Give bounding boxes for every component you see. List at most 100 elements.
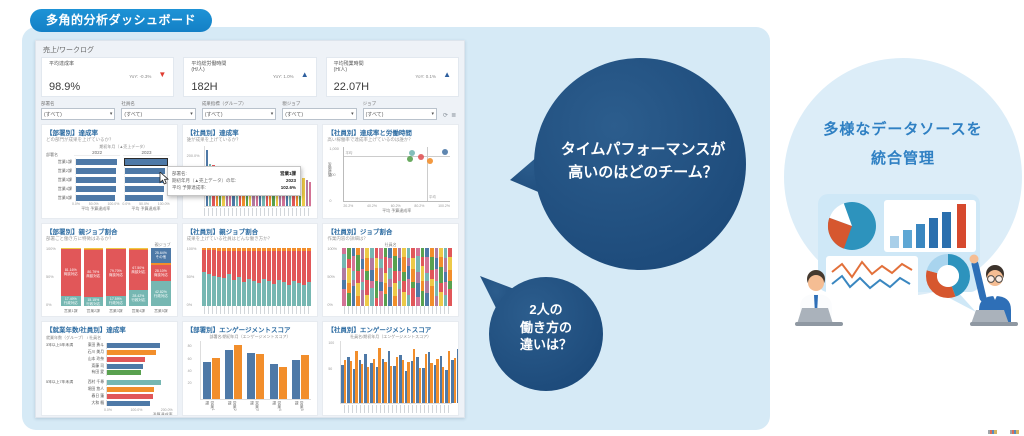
bar-segment: [206, 274, 211, 307]
bar-chart-icon: [884, 200, 976, 252]
bar-pair: [203, 341, 221, 399]
chart-parent-job-by-dept[interactable]: 【部署別】親ジョブ割合 部署ごと働き方に特徴はあるか？ 親ジョブ 100% 50% 0…: [41, 222, 178, 318]
category-labels: [344, 404, 452, 413]
bar-pair: [451, 341, 456, 403]
bar-segment: [302, 251, 307, 286]
stacked-bar: [411, 247, 416, 307]
menu-icon[interactable]: ≣: [451, 113, 457, 119]
question-bubble-large: タイムパフォーマンスが 高いのはどのチーム？: [545, 138, 741, 185]
stacked-bar: 17.49% 行政対応 81.16% 商談対応: [61, 247, 81, 307]
bar-segment: [397, 289, 402, 307]
job-dropdown[interactable]: (すべて) ▾: [362, 108, 438, 120]
bar-segment: [406, 279, 411, 296]
bar-segment: [420, 290, 425, 307]
bar-segment: [369, 247, 374, 259]
bar-pair: [364, 341, 370, 403]
segment-label: 28.42% 行政対応: [131, 293, 146, 302]
bar-segment: [379, 281, 383, 292]
decoration: [987, 275, 995, 283]
bar: [234, 344, 243, 399]
stacked-bar: [448, 247, 452, 307]
kpi-title: 平均達成率: [49, 61, 75, 67]
bar-segment: [425, 292, 429, 307]
decoration: [123, 184, 170, 193]
bar-segment: [360, 247, 365, 260]
stacked-bar: [272, 247, 277, 307]
chart-achievement-by-dept[interactable]: 【部署別】達成率 どの部門が成果を上げているか？ 期初年月（▲売上データ） 202…: [41, 124, 178, 219]
employee-dropdown[interactable]: (すべて) ▾: [121, 108, 196, 120]
section-badge: 多角的分析ダッシュボード: [30, 9, 213, 32]
bar-segment: [411, 288, 416, 307]
chart-engagement-by-employee[interactable]: 【社員別】エンゲージメントスコア 社員名/期初年月（エンゲージメントスコア） 10…: [322, 321, 459, 416]
bar-segment: [416, 272, 420, 283]
decoration: [342, 247, 452, 307]
dashboard-tab-title[interactable]: 売上/ワークログ: [43, 47, 94, 54]
chart-job-by-employee[interactable]: 【社員別】ジョブ割合 作業内容の詳細は？ 社員名 100% 50% 0%: [322, 222, 459, 318]
bar-segment: [369, 287, 374, 307]
bar: [378, 347, 381, 403]
segment-label: 67.50% 商談対応: [131, 265, 146, 274]
stacked-bar: [383, 247, 388, 307]
chart-achievement-vs-hours[interactable]: 【社員別】達成率と労働時間 高い稼働率で達成率上げているのは誰か？ 平均 平均 1,…: [322, 124, 459, 219]
filter-label: 成果指標（グループ）: [201, 101, 247, 106]
stacked-bar: [443, 247, 448, 307]
bar-segment: [448, 280, 452, 289]
chart-title: 【部署別】エンゲージメントスコア: [186, 327, 291, 335]
bar-segment: [360, 259, 365, 269]
group-label: 3年以上5年未満: [46, 343, 74, 348]
question-bubble-small: 2人の 働き方の 違いは？: [498, 301, 594, 354]
refresh-icon[interactable]: ⟳: [443, 113, 449, 119]
tick-label: 50%: [327, 274, 335, 279]
decoration: [489, 277, 603, 391]
tick-label: 80: [187, 344, 192, 349]
decoration: [340, 341, 459, 404]
bar-segment: [443, 258, 448, 273]
chart-parent-job-by-employee[interactable]: 【社員別】親ジョブ割合 成果を上げている社員はどんな働き方か？ 100% 50% 0…: [181, 222, 319, 318]
bar-segment: [434, 258, 439, 269]
tick-label: 100%: [46, 246, 56, 251]
bar-segment: [429, 286, 434, 307]
bar-segment: [393, 255, 397, 271]
parent-job-dropdown[interactable]: (すべて) ▾: [282, 108, 357, 120]
stacked-bar: [226, 247, 231, 307]
dropdown-value: (すべて): [44, 111, 62, 118]
kpi-row: 平均達成率 98.9% YoY: -0.3% ▼ 平均総労働時間 (H/人) 1…: [41, 57, 459, 97]
bar-segment: [351, 247, 356, 257]
kpi-card-achievement: 平均達成率 98.9% YoY: -0.3% ▼: [41, 57, 175, 97]
bar-segment: [439, 257, 443, 268]
chart-engagement-by-dept[interactable]: 【部署別】エンゲージメントスコア 部署名/期初年月（エンゲージメントスコア） 80…: [181, 321, 319, 416]
bubble-line: 働き方の: [519, 319, 572, 335]
bar: [436, 359, 439, 403]
bar-segment: [369, 269, 374, 281]
metric-group-dropdown[interactable]: (すべて) ▾: [201, 108, 277, 120]
bar-segment: [342, 253, 346, 269]
bubble-line: タイムパフォーマンスが: [560, 141, 726, 158]
row-label: 山本 玲奈: [87, 356, 104, 361]
data-point: [418, 153, 425, 160]
trend-up-icon: ▲: [443, 70, 451, 79]
bar-segment: [342, 268, 346, 280]
dropdown-value: (すべて): [285, 111, 303, 118]
cropped-watermark: [1010, 430, 1019, 434]
row-label: 斎藤 司: [91, 363, 104, 368]
tick-label: 100%: [186, 246, 197, 251]
row-label: 営業2課: [57, 167, 72, 173]
row-label: 有田 愛: [91, 370, 104, 375]
bar-segment: [448, 269, 452, 281]
chart-achievement-by-tenure[interactable]: 【就業年数/社員別】達成率 就業年数（グループ） / 社員名 3年以上5年未満 東田…: [41, 321, 178, 416]
bar-segment: [393, 270, 397, 283]
decoration: [929, 218, 938, 248]
bar-segment: [216, 247, 221, 251]
stacked-bar: [374, 247, 379, 307]
department-dropdown[interactable]: (すべて) ▾: [41, 108, 116, 120]
bar-segment: [406, 265, 411, 280]
table-row: 春日 蓮: [46, 393, 173, 400]
bar: [416, 357, 419, 403]
decoration: [971, 310, 1009, 324]
bar-pair: [387, 341, 393, 403]
decoration: [46, 408, 104, 412]
bar: [123, 157, 168, 166]
bar-segment: [429, 257, 434, 270]
bar-segment: [374, 247, 379, 258]
bar-segment: [262, 251, 267, 280]
